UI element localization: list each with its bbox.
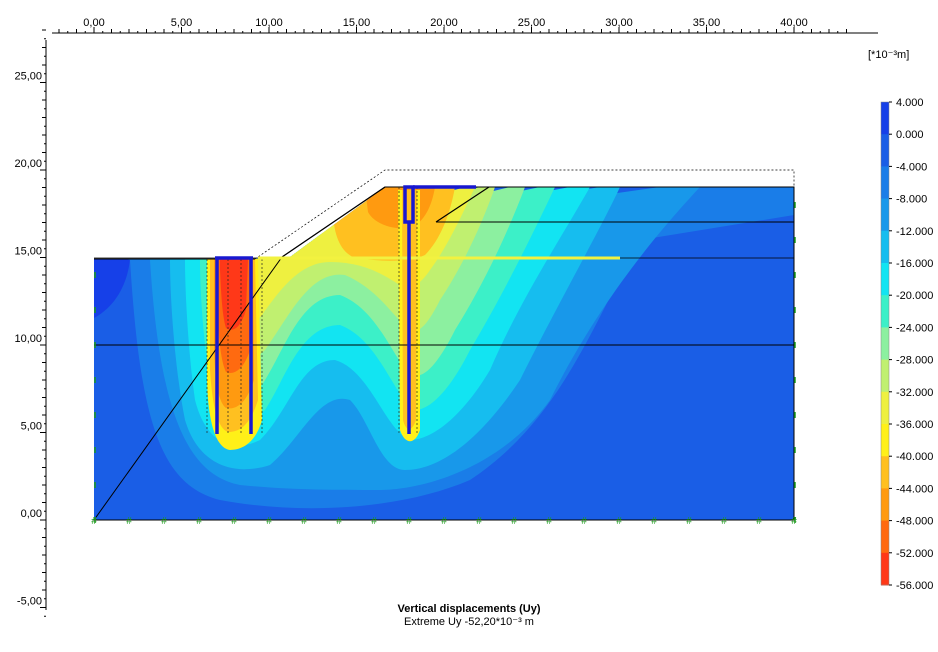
colorbar-label: -8.000 bbox=[896, 194, 927, 206]
plot-title: Vertical displacements (Uy) bbox=[397, 603, 541, 615]
x-tick-label: 15,00 bbox=[343, 17, 371, 29]
fixity-marker: # bbox=[616, 516, 622, 527]
x-tick-label: 35,00 bbox=[693, 17, 721, 29]
x-axis-tick-labels: 0,00 5,00 10,00 15,00 20,00 25,00 30,00 35,00 40… bbox=[83, 17, 807, 29]
colorbar-swatch bbox=[881, 102, 889, 135]
colorbar-label: -40.000 bbox=[896, 451, 933, 463]
boundary-fixities: # # # # # # # # # # # # # # # # # # # # # bbox=[91, 202, 797, 527]
colorbar-swatch bbox=[881, 327, 889, 361]
colorbar-swatch bbox=[881, 198, 889, 232]
y-tick-label: 25,00 bbox=[14, 71, 42, 83]
x-tick-label: 30,00 bbox=[605, 17, 633, 29]
x-tick-label: 5,00 bbox=[171, 17, 192, 29]
fixity-marker: # bbox=[546, 516, 552, 527]
legend-unit-label: [*10⁻³m] bbox=[868, 49, 910, 61]
x-tick-label: 25,00 bbox=[518, 17, 546, 29]
colorbar-label: -48.000 bbox=[896, 516, 933, 528]
fixity-marker: # bbox=[266, 516, 272, 527]
colorbar-swatch bbox=[881, 552, 889, 586]
retaining-structures bbox=[215, 185, 476, 434]
fixity-marker: # bbox=[161, 516, 167, 527]
fixity-marker: # bbox=[126, 516, 132, 527]
fixity-marker: # bbox=[196, 516, 202, 527]
colorbar-label: -32.000 bbox=[896, 387, 933, 399]
x-tick-label: 40,00 bbox=[780, 17, 808, 29]
colorbar-swatch bbox=[881, 520, 889, 554]
y-axis-tick-labels: 25,00 20,00 15,00 10,00 5,00 0,00 -5,00 bbox=[14, 71, 42, 608]
contour-low-corner bbox=[94, 259, 130, 318]
colorbar-label: -52.000 bbox=[896, 548, 933, 560]
colorbar-swatch bbox=[881, 230, 889, 264]
colorbar-label: -20.000 bbox=[896, 290, 933, 302]
colorbar-label: -28.000 bbox=[896, 355, 933, 367]
fixity-marker: # bbox=[91, 516, 97, 527]
fixity-marker: # bbox=[336, 516, 342, 527]
interface-lines bbox=[206, 187, 418, 434]
colorbar-label: 4.000 bbox=[896, 97, 924, 109]
colorbar-label: -12.000 bbox=[896, 226, 933, 238]
fixity-marker: # bbox=[511, 516, 517, 527]
x-tick-label: 0,00 bbox=[83, 17, 104, 29]
y-axis-ruler: 25,00 20,00 15,00 10,00 5,00 0,00 -5,00 bbox=[14, 29, 47, 617]
colorbar-swatch bbox=[881, 134, 889, 167]
fixity-marker: # bbox=[406, 516, 412, 527]
colorbar-swatch bbox=[881, 391, 889, 425]
colorbar-swatch bbox=[881, 456, 889, 489]
fixity-marker: # bbox=[791, 516, 797, 527]
colorbar-swatch bbox=[881, 488, 889, 522]
colorbar-label: -24.000 bbox=[896, 322, 933, 334]
colorbar-label: -16.000 bbox=[896, 258, 933, 270]
fixity-marker: # bbox=[686, 516, 692, 527]
y-axis-ticks bbox=[40, 29, 46, 617]
displacement-contour-field bbox=[94, 187, 794, 520]
colorbar-legend: 4.000 0.000 -4.000 -8.000 -12.000 -16.000 -20.… bbox=[880, 97, 933, 592]
y-tick-label: 10,00 bbox=[14, 333, 42, 345]
fixity-marker: # bbox=[301, 516, 307, 527]
colorbar-swatch bbox=[881, 295, 889, 328]
y-tick-label: 5,00 bbox=[21, 421, 42, 433]
fixity-marker: # bbox=[721, 516, 727, 527]
colorbar-swatch bbox=[881, 166, 889, 200]
colorbar-swatch bbox=[881, 359, 889, 393]
colorbar-label: -4.000 bbox=[896, 161, 927, 173]
x-axis-ticks bbox=[58, 27, 847, 33]
colorbar-label: -36.000 bbox=[896, 419, 933, 431]
y-tick-label: -5,00 bbox=[17, 596, 42, 608]
fixity-marker: # bbox=[476, 516, 482, 527]
colorbar-frame bbox=[880, 101, 890, 586]
fixity-marker: # bbox=[371, 516, 377, 527]
colorbar-swatch bbox=[881, 263, 889, 296]
y-tick-label: 15,00 bbox=[14, 246, 42, 258]
fixity-marker: # bbox=[756, 516, 762, 527]
slope-line-1 bbox=[281, 186, 386, 258]
colorbar-label: 0.000 bbox=[896, 129, 924, 141]
extreme-value-label: Extreme Uy -52,20*10⁻³ m bbox=[404, 616, 534, 628]
x-axis-ruler: 0,00 5,00 10,00 15,00 20,00 25,00 30,00 35,00 40… bbox=[52, 17, 878, 34]
plot-caption: Vertical displacements (Uy) Extreme Uy -… bbox=[0, 603, 938, 628]
colorbar-label: -44.000 bbox=[896, 483, 933, 495]
colorbar-label: -56.000 bbox=[896, 580, 933, 592]
x-tick-label: 20,00 bbox=[430, 17, 458, 29]
slope-line-2 bbox=[435, 186, 490, 223]
y-tick-label: 0,00 bbox=[21, 508, 42, 520]
fixity-marker: # bbox=[581, 516, 587, 527]
colorbar-swatch bbox=[881, 424, 889, 457]
fixity-marker: # bbox=[231, 516, 237, 527]
fixity-marker: # bbox=[441, 516, 447, 527]
fixity-marker: # bbox=[651, 516, 657, 527]
x-tick-label: 10,00 bbox=[255, 17, 283, 29]
y-tick-label: 20,00 bbox=[14, 158, 42, 170]
